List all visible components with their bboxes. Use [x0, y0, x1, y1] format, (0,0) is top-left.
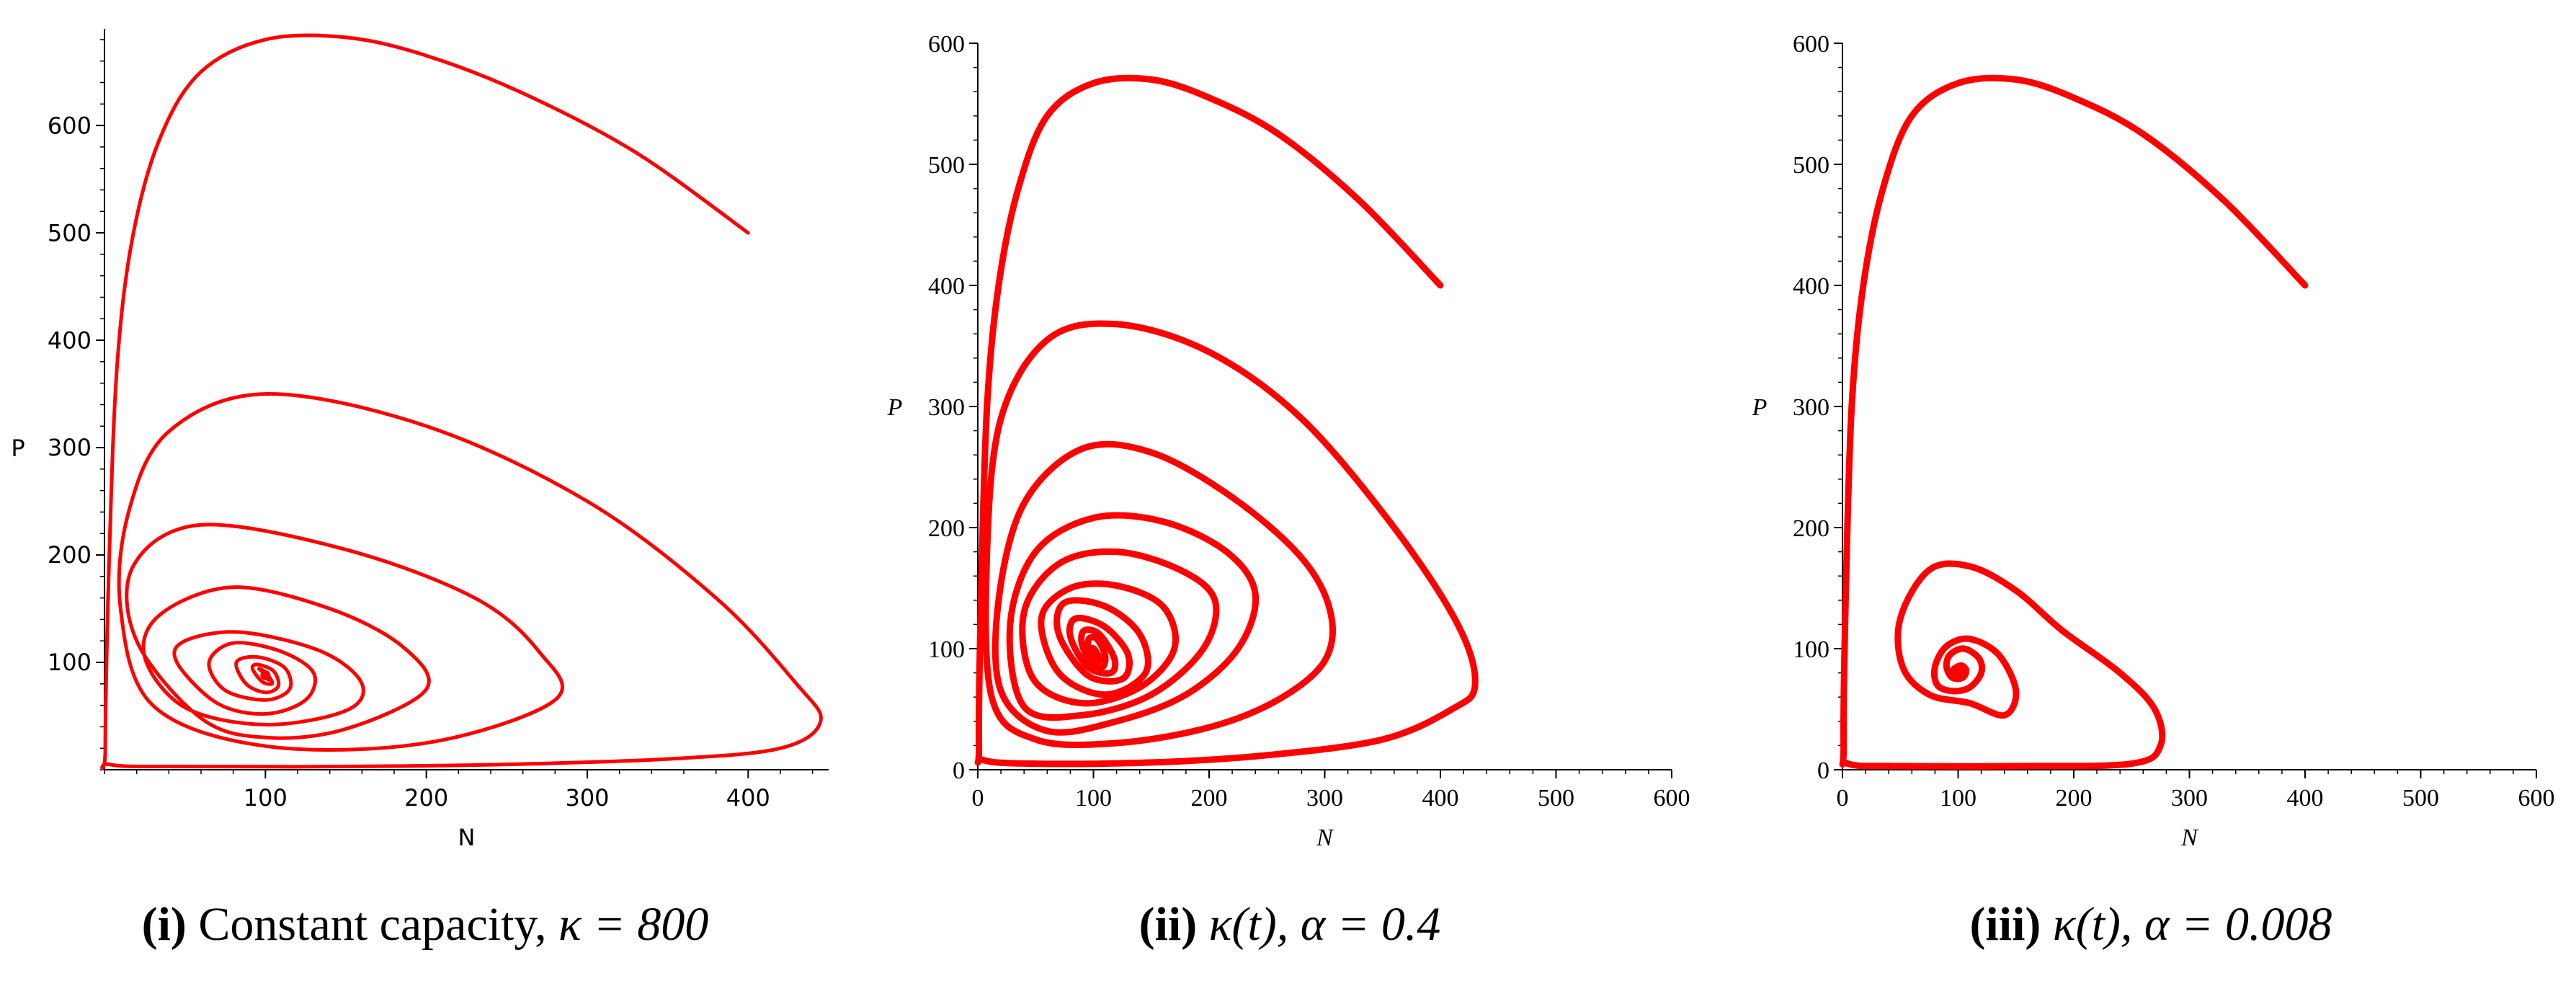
y-tick-label: 200: [48, 541, 92, 569]
caption-i: (i) Constant capacity, κ = 800: [0, 897, 850, 952]
y-axis-label: P: [1752, 394, 1768, 421]
y-tick-label: 400: [1793, 273, 1830, 300]
x-tick-label: 100: [1940, 785, 1976, 812]
y-tick-label: 400: [928, 273, 965, 300]
y-tick-label: 600: [48, 112, 92, 139]
series-line-trajectory: [1839, 74, 2309, 770]
caption-ii: (ii) κ(t), α = 0.4: [865, 897, 1715, 952]
x-axis-label: N: [458, 824, 476, 851]
y-tick-label: 200: [928, 515, 965, 542]
y-tick-label: 300: [928, 394, 965, 421]
x-tick-label: 200: [1191, 785, 1228, 812]
caption-label: (ii): [1138, 898, 1198, 951]
y-tick-label: 600: [928, 31, 965, 58]
x-tick-label: 400: [726, 784, 770, 812]
x-tick-label: 500: [1538, 785, 1574, 812]
caption-param: κ(t), α = 0.4: [1208, 898, 1441, 951]
phase-plot-ii: 0 100 200 300 400 500 600 0 100 200 300 400 500 600 N P: [887, 31, 1690, 851]
y-tick-label: 100: [928, 636, 965, 663]
chart-panel-i: 100 200 300 400 100 200 300 400 500 600 N P (i) Con…: [0, 0, 850, 991]
phase-plot-i: 100 200 300 400 100 200 300 400 500 600 N P: [11, 29, 829, 851]
caption-param: κ(t), α = 0.008: [2052, 898, 2332, 951]
y-tick-label: 600: [1793, 31, 1830, 58]
y-tick-label: 100: [48, 649, 92, 676]
chart-panel-iii: 0 100 200 300 400 500 600 0 100 200 300 400 500 600 N P…: [1726, 0, 2576, 991]
y-tick-label: 500: [1793, 152, 1830, 179]
x-tick-label: 400: [1422, 785, 1459, 812]
caption-label: (i): [141, 898, 187, 951]
y-tick-label: 0: [1817, 757, 1830, 784]
series-line-trajectory: [100, 33, 823, 770]
x-tick-label: 300: [1306, 785, 1343, 812]
x-axis-label: N: [2180, 825, 2199, 851]
x-tick-label: 400: [2287, 785, 2324, 812]
series-line-trajectory: [974, 74, 1479, 768]
equilibrium-point: [260, 670, 271, 680]
chart-panel-ii: 0 100 200 300 400 500 600 0 100 200 300 400 500 600 N P…: [865, 0, 1715, 991]
x-tick-label: 100: [1075, 785, 1112, 812]
y-tick-label: 300: [48, 434, 92, 461]
x-tick-label: 600: [1654, 785, 1690, 812]
y-axis-label: P: [11, 435, 24, 462]
phase-plot-iii: 0 100 200 300 400 500 600 0 100 200 300 400 500 600 N P: [1752, 31, 2555, 851]
y-tick-label: 200: [1793, 515, 1830, 542]
y-tick-label: 500: [48, 219, 92, 246]
x-tick-label: 200: [404, 784, 448, 812]
equilibrium-point: [1084, 649, 1103, 668]
x-tick-label: 0: [1837, 785, 1849, 812]
caption-iii: (iii) κ(t), α = 0.008: [1726, 897, 2576, 952]
x-tick-label: 200: [2056, 785, 2093, 812]
x-tick-label: 600: [2518, 785, 2555, 812]
equilibrium-point: [1948, 664, 1968, 683]
x-tick-label: 0: [972, 785, 984, 812]
x-tick-label: 300: [565, 784, 609, 812]
caption-text: Constant capacity,: [198, 898, 547, 951]
y-tick-label: 0: [953, 757, 965, 784]
y-axis-label: P: [887, 394, 903, 421]
x-tick-label: 100: [244, 784, 288, 812]
x-tick-label: 500: [2402, 785, 2439, 812]
y-tick-label: 300: [1793, 394, 1830, 421]
x-tick-label: 300: [2171, 785, 2208, 812]
y-tick-label: 100: [1793, 636, 1830, 663]
x-axis-label: N: [1316, 825, 1334, 851]
y-tick-label: 400: [48, 326, 92, 354]
caption-label: (iii): [1969, 898, 2041, 951]
caption-param: κ = 800: [558, 898, 709, 951]
y-tick-label: 500: [928, 152, 965, 179]
